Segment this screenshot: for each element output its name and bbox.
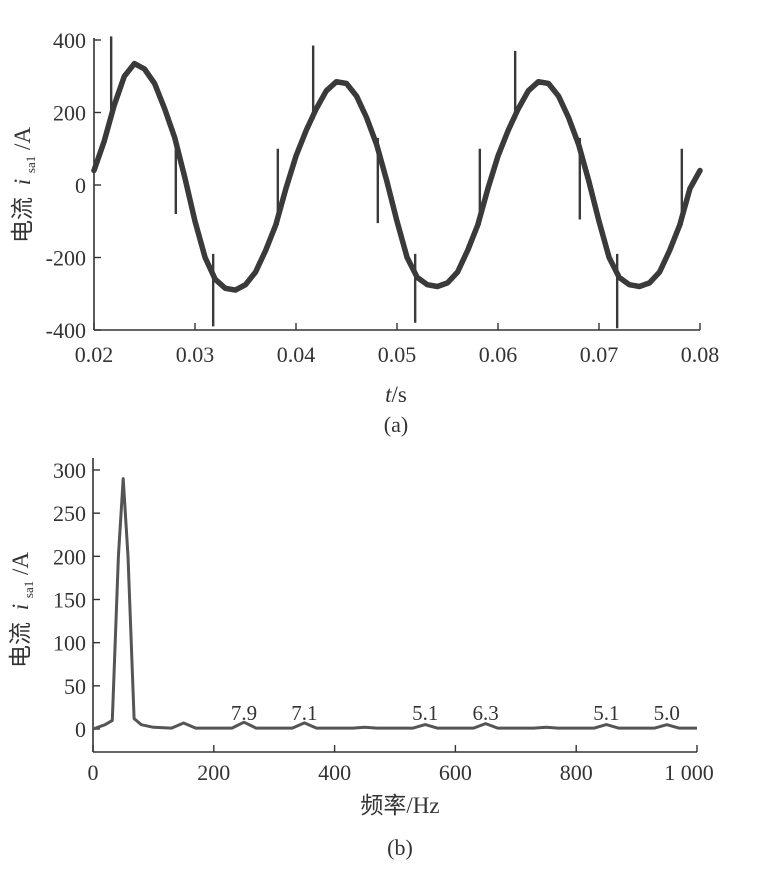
chart-a-y-tick-label: 0 bbox=[75, 173, 86, 198]
chart-a-x-tick-label: 0.03 bbox=[176, 342, 215, 367]
chart-b-x-axis-title: 频率/Hz bbox=[360, 793, 439, 818]
chart-a-x-tick-label: 0.08 bbox=[681, 342, 720, 367]
chart-a: 400 200 0 -200 -400 0.02 0.03 0.04 0.05 0.06 0.07… bbox=[10, 28, 719, 437]
chart-a-x-tick-label: 0.07 bbox=[580, 342, 619, 367]
chart-b-y-tick-label: 150 bbox=[53, 588, 86, 613]
chart-b-y-axis-title-subscript: sa1 bbox=[21, 581, 36, 598]
chart-b-x-tick-label: 600 bbox=[439, 760, 472, 785]
chart-a-x-axis-title-symbol: t bbox=[385, 382, 392, 407]
chart-b-y-axis-title-symbol: i bbox=[8, 604, 33, 610]
chart-a-panel-label: (a) bbox=[384, 412, 408, 437]
chart-b-y-tick-label: 300 bbox=[53, 458, 86, 483]
chart-b-y-axis-title-unit: /A bbox=[8, 552, 33, 575]
chart-a-current-waveform bbox=[91, 60, 703, 293]
chart-a-x-axis-title-unit: /s bbox=[392, 382, 407, 407]
chart-b-y-ticks: 300 250 200 150 100 50 0 bbox=[53, 458, 100, 742]
chart-b: 300 250 200 150 100 50 0 0 200 400 600 800 1 000 7.… bbox=[8, 458, 714, 860]
chart-b-y-tick-label: 200 bbox=[53, 544, 86, 569]
chart-b-harmonic-label: 5.1 bbox=[593, 701, 619, 725]
chart-a-y-tick-label: -400 bbox=[46, 318, 86, 343]
chart-b-harmonic-labels: 7.9 7.1 5.1 6.3 5.1 5.0 bbox=[231, 701, 680, 725]
chart-b-y-tick-label: 100 bbox=[53, 631, 86, 656]
chart-a-x-tick-label: 0.06 bbox=[479, 342, 518, 367]
chart-a-x-tick-label: 0.04 bbox=[277, 342, 316, 367]
chart-a-y-tick-label: 200 bbox=[53, 101, 86, 126]
chart-b-x-ticks: 0 200 400 600 800 1 000 bbox=[88, 745, 714, 785]
chart-b-y-tick-label: 50 bbox=[64, 674, 86, 699]
chart-b-spectrum-line bbox=[92, 477, 697, 731]
chart-a-y-axis-title-subscript: sa1 bbox=[23, 156, 38, 173]
chart-b-x-tick-label: 800 bbox=[560, 760, 593, 785]
chart-b-y-axis-title: 电流 i sa1 /A bbox=[8, 552, 38, 668]
chart-a-x-ticks: 0.02 0.03 0.04 0.05 0.06 0.07 0.08 bbox=[75, 323, 720, 367]
chart-a-y-axis-title-symbol: i bbox=[10, 179, 35, 185]
chart-b-y-tick-label: 0 bbox=[75, 717, 86, 742]
chart-a-y-tick-label: -200 bbox=[46, 246, 86, 271]
chart-a-y-axis-title-unit: /A bbox=[10, 127, 35, 150]
chart-b-y-tick-label: 250 bbox=[53, 501, 86, 526]
chart-b-x-tick-label: 1 000 bbox=[664, 760, 714, 785]
chart-b-harmonic-label: 7.9 bbox=[231, 701, 257, 725]
chart-a-y-axis-title-prefix: 电流 bbox=[10, 197, 35, 243]
chart-a-switching-spikes bbox=[109, 36, 684, 329]
chart-b-harmonic-label: 6.3 bbox=[472, 701, 498, 725]
chart-a-y-axis-title: 电流 i sa1 /A bbox=[10, 127, 40, 243]
chart-a-x-axis-title: t/s bbox=[385, 382, 407, 407]
chart-b-harmonic-label: 5.0 bbox=[654, 701, 680, 725]
chart-a-y-ticks: 400 200 0 -200 -400 bbox=[46, 28, 101, 343]
chart-b-x-tick-label: 400 bbox=[318, 760, 351, 785]
chart-a-y-tick-label: 400 bbox=[53, 28, 86, 53]
chart-b-harmonic-label: 7.1 bbox=[291, 701, 317, 725]
chart-b-harmonic-label: 5.1 bbox=[412, 701, 438, 725]
chart-b-x-tick-label: 0 bbox=[88, 760, 99, 785]
chart-b-x-tick-label: 200 bbox=[197, 760, 230, 785]
chart-a-x-tick-label: 0.02 bbox=[75, 342, 114, 367]
chart-a-x-tick-label: 0.05 bbox=[378, 342, 417, 367]
chart-b-y-axis-title-prefix: 电流 bbox=[8, 622, 33, 668]
chart-b-panel-label: (b) bbox=[387, 835, 413, 860]
